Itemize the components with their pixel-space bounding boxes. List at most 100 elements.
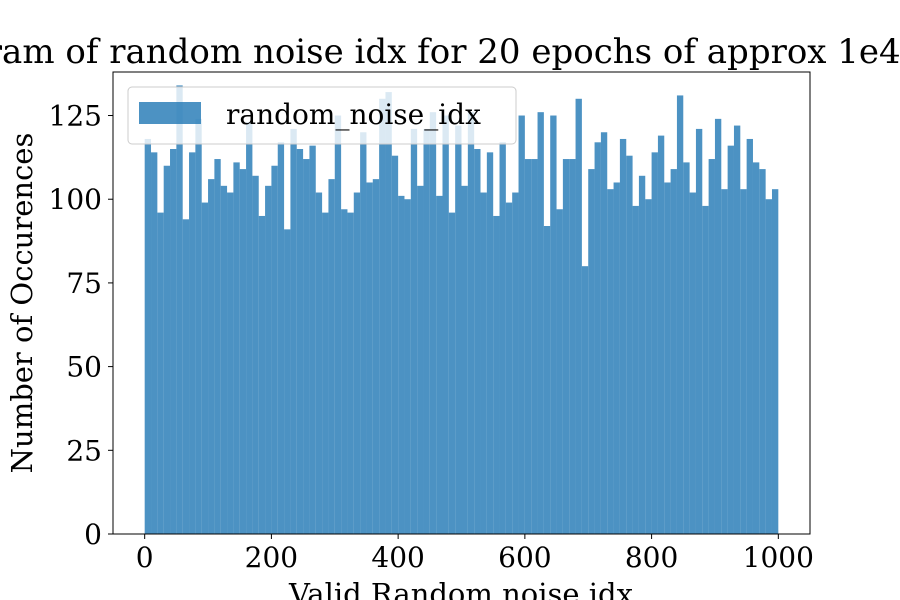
histogram-bar [562, 159, 570, 535]
histogram-bar [537, 112, 544, 534]
histogram-bar [581, 266, 589, 534]
x-tick-label: 200 [245, 541, 298, 574]
histogram-bar [410, 128, 418, 535]
y-tick-label: 125 [49, 100, 102, 133]
histogram-bar [347, 212, 354, 534]
histogram-bar [683, 162, 690, 535]
histogram-bar [518, 115, 525, 535]
histogram-bar [759, 169, 766, 534]
histogram-bar [265, 185, 272, 534]
plot-area [144, 85, 779, 535]
histogram-bar [391, 155, 399, 534]
histogram-bar [708, 159, 715, 535]
histogram-bar [556, 209, 563, 534]
histogram-bar [182, 219, 190, 534]
x-tick-label: 400 [371, 541, 424, 574]
y-tick-label: 25 [66, 434, 102, 467]
histogram-bar [151, 152, 158, 534]
histogram-bar [569, 159, 576, 535]
histogram-bar [765, 199, 772, 534]
histogram-bar [733, 125, 741, 534]
histogram-bar [746, 138, 753, 534]
histogram-bar [398, 195, 405, 534]
histogram-bar [360, 132, 367, 534]
histogram-bar [657, 135, 665, 534]
histogram-bar [664, 182, 671, 534]
x-tick-label: 0 [136, 541, 154, 574]
histogram-bar [752, 162, 760, 535]
y-tick-label: 75 [66, 267, 102, 300]
histogram-bar [676, 95, 684, 534]
histogram-bar [632, 205, 639, 535]
legend-box [127, 86, 517, 145]
legend-swatch [139, 102, 201, 124]
histogram-bar [429, 112, 437, 534]
histogram-bar [550, 115, 557, 535]
histogram-bar [341, 209, 348, 534]
histogram-bar [493, 215, 500, 534]
histogram-bar [163, 165, 171, 534]
histogram-bar [296, 149, 304, 534]
histogram-bar [442, 115, 449, 535]
histogram-bar [353, 192, 361, 535]
chart-title: Histogram of random noise idx for 20 epo… [0, 32, 900, 72]
histogram-bar [201, 202, 209, 534]
histogram-bar [575, 98, 582, 535]
histogram-bar [436, 195, 443, 534]
y-tick-label: 0 [84, 518, 102, 551]
histogram-bar [328, 179, 335, 534]
histogram-bar [284, 229, 291, 534]
histogram-bar [423, 128, 430, 535]
x-axis: 0 200 400 600 800 1000 [136, 534, 814, 574]
histogram-bar [461, 185, 468, 534]
histogram-bar [771, 189, 779, 534]
histogram-bar [208, 179, 215, 534]
histogram-bar [303, 159, 310, 535]
histogram-bar [315, 192, 323, 535]
histogram-bar [404, 199, 411, 534]
x-tick-label: 1000 [743, 541, 814, 574]
histogram-bar [467, 112, 475, 534]
histogram-bar [702, 205, 709, 535]
histogram-bar [233, 162, 240, 535]
histogram-bar [372, 179, 380, 534]
histogram-bar [246, 122, 253, 534]
histogram-bar [480, 192, 487, 535]
x-tick-label: 600 [498, 541, 551, 574]
y-tick-label: 50 [66, 351, 102, 384]
histogram-bar [594, 142, 601, 534]
y-axis: 0 25 50 75 100 125 [49, 100, 113, 551]
histogram-bar [638, 175, 646, 535]
histogram-bar [252, 175, 259, 535]
histogram-bar [626, 155, 633, 534]
histogram-bar [524, 159, 532, 535]
histogram-bar [543, 226, 551, 534]
histogram-bar [619, 138, 627, 534]
histogram-bar [258, 215, 266, 534]
histogram-bar [689, 192, 696, 535]
histogram-bar [277, 142, 285, 534]
histogram-bar [727, 145, 734, 535]
x-tick-label: 800 [625, 541, 678, 574]
histogram-bar [455, 125, 462, 534]
histogram-bar [322, 212, 329, 534]
histogram-bar [531, 159, 538, 535]
histogram-bar [239, 169, 247, 534]
histogram-bar [512, 192, 519, 535]
histogram-bar [499, 142, 506, 534]
histogram-bar [220, 185, 228, 534]
histogram-bar [379, 98, 386, 535]
histogram-bar [176, 85, 183, 535]
histogram-bar [271, 165, 278, 534]
legend-label: random_noise_idx [226, 98, 481, 131]
x-axis-label: Valid Random noise idx [288, 577, 633, 600]
histogram-bar [714, 118, 722, 534]
histogram-bar [157, 212, 164, 534]
histogram-bar [170, 149, 177, 534]
histogram-bar [651, 152, 658, 534]
legend: random_noise_idx [127, 86, 517, 145]
histogram-bar [290, 128, 297, 535]
histogram-bar [670, 169, 677, 534]
histogram-bar [189, 152, 196, 534]
histogram-bar [417, 185, 424, 534]
